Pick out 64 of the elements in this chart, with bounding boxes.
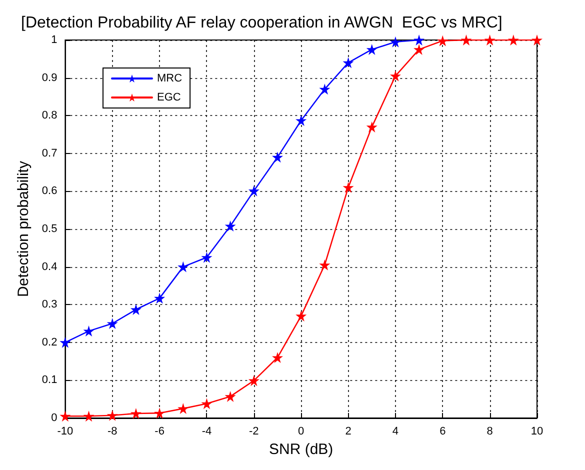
y-tick-label: 0.3: [42, 298, 58, 311]
y-tick-label: 0.1: [42, 374, 58, 386]
point: [178, 403, 189, 414]
point: [154, 408, 166, 419]
x-tick-label: -2: [249, 426, 259, 438]
point: [484, 34, 496, 46]
x-tick-label: 8: [486, 426, 493, 438]
x-tick-label: 6: [440, 426, 446, 438]
x-tick-label: -4: [202, 426, 212, 438]
y-tick-label: 0: [51, 412, 58, 424]
point: [366, 44, 378, 55]
point: [366, 121, 378, 132]
point: [154, 292, 166, 304]
y-tick-label: 0.5: [42, 223, 58, 235]
point: [106, 410, 118, 421]
point: [106, 318, 118, 329]
x-tick-label: 0: [298, 426, 304, 438]
point: [224, 390, 236, 402]
y-tick-label: 0.8: [42, 110, 58, 122]
point: [130, 408, 142, 419]
point: [178, 261, 189, 272]
legend-label: EGC: [157, 92, 181, 104]
point: [130, 304, 142, 316]
point: [272, 152, 284, 163]
y-tick-label: 0.9: [42, 72, 58, 84]
x-tick-label: 10: [530, 426, 544, 438]
point: [83, 326, 94, 337]
chart-title: [Detection Probability AF relay cooperation in AWGN EGC vs MRC]: [21, 14, 502, 32]
point: [248, 185, 260, 196]
y-tick-label: 0.2: [42, 336, 58, 348]
x-tick-label: -6: [154, 426, 164, 438]
x-tick-label: -8: [107, 426, 118, 438]
point: [342, 57, 354, 68]
point: [296, 115, 307, 126]
point: [460, 34, 472, 46]
x-tick-label: 4: [392, 426, 399, 438]
point: [319, 259, 330, 270]
point: [60, 336, 71, 348]
point: [390, 70, 401, 82]
y-tick-label: 0.6: [42, 185, 58, 198]
point: [201, 398, 212, 410]
x-axis-title: SNR (dB): [269, 441, 334, 458]
point: [532, 34, 542, 46]
point: [60, 410, 71, 422]
x-tick-label: -10: [57, 426, 74, 438]
point: [508, 34, 519, 46]
point: [248, 375, 260, 386]
point: [272, 352, 284, 364]
point: [414, 44, 425, 55]
point: [296, 310, 307, 322]
y-tick-label: 0.7: [42, 147, 58, 160]
point: [390, 36, 401, 48]
point: [319, 84, 330, 95]
legend-label: MRC: [157, 72, 182, 84]
point: [224, 220, 236, 232]
y-tick-label: 0.4: [42, 260, 58, 273]
point: [342, 182, 354, 193]
y-tick-label: 1: [51, 34, 58, 46]
y-axis-title: Detection probability: [15, 160, 32, 297]
point: [437, 35, 448, 46]
point: [83, 410, 94, 422]
point: [201, 252, 212, 263]
point: [414, 34, 425, 46]
x-tick-label: 2: [345, 426, 352, 438]
